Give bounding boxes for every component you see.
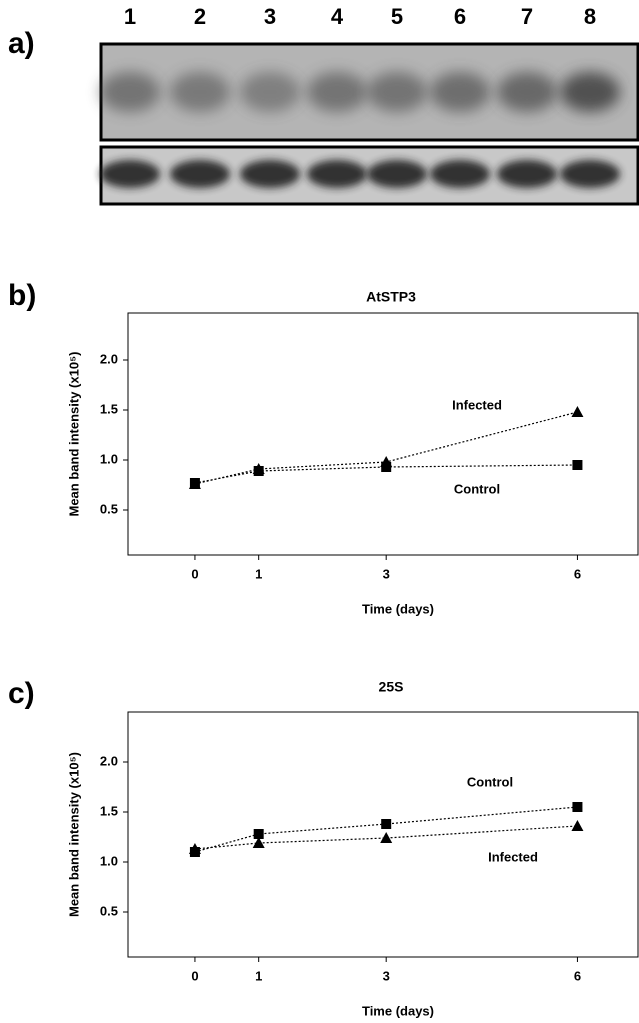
lane-label: 3 [264, 4, 276, 29]
y-tick-label: 2.0 [100, 753, 118, 768]
lane-label: 6 [454, 4, 466, 29]
lane-label: 7 [521, 4, 533, 29]
series-label: Control [454, 481, 500, 496]
band [497, 160, 557, 188]
series-label: Infected [452, 397, 502, 412]
y-tick-label: 1.5 [100, 401, 118, 416]
panel-label: c) [8, 677, 35, 710]
band [100, 72, 160, 112]
x-tick-label: 0 [191, 968, 198, 983]
band [240, 160, 300, 188]
band [367, 72, 427, 112]
chart-title: AtSTP3 [366, 289, 416, 305]
marker [380, 832, 392, 843]
lane-label: 8 [584, 4, 596, 29]
y-axis-label: Mean band intensity (x10⁵) [66, 752, 81, 917]
page: a) b) c) 1 2 3 4 5 6 7 8 AtSTP3 Time (days) Mean b… [0, 0, 639, 1023]
band [430, 72, 490, 112]
plot-frame [128, 313, 638, 555]
series-label: Infected [488, 849, 538, 864]
series-label: Control [467, 774, 513, 789]
x-tick-label: 1 [255, 968, 262, 983]
marker [572, 802, 582, 812]
band [560, 160, 620, 188]
marker [571, 406, 583, 417]
band [430, 160, 490, 188]
y-tick-label: 0.5 [100, 903, 118, 918]
marker [572, 460, 582, 470]
x-tick-label: 6 [574, 566, 581, 581]
x-tick-label: 1 [255, 566, 262, 581]
band [560, 72, 620, 112]
band [307, 160, 367, 188]
lane-label: 4 [331, 4, 344, 29]
x-tick-label: 3 [383, 566, 390, 581]
marker [254, 466, 264, 476]
y-tick-label: 0.5 [100, 501, 118, 516]
band [367, 160, 427, 188]
lane-label: 1 [124, 4, 136, 29]
panel-label: a) [8, 27, 35, 60]
y-tick-label: 1.0 [100, 451, 118, 466]
band [497, 72, 557, 112]
y-tick-label: 1.0 [100, 853, 118, 868]
panel-label: b) [8, 279, 36, 312]
marker [190, 478, 200, 488]
x-axis-label: Time (days) [362, 601, 434, 616]
series-line [195, 412, 578, 484]
lane-label: 5 [391, 4, 403, 29]
figure: a) b) c) 1 2 3 4 5 6 7 8 AtSTP3 Time (days) Mean b… [0, 0, 639, 1023]
marker [571, 820, 583, 831]
plot-frame [128, 712, 638, 957]
band [170, 160, 230, 188]
marker [381, 462, 391, 472]
x-tick-label: 0 [191, 566, 198, 581]
y-tick-label: 1.5 [100, 803, 118, 818]
lane-label: 2 [194, 4, 206, 29]
y-tick-label: 2.0 [100, 351, 118, 366]
marker [381, 819, 391, 829]
y-axis-label: Mean band intensity (x10⁵) [66, 351, 81, 516]
band [240, 72, 300, 112]
x-tick-label: 3 [383, 968, 390, 983]
band [307, 72, 367, 112]
x-axis-label: Time (days) [362, 1003, 434, 1018]
chart-title: 25S [379, 679, 404, 695]
band [170, 72, 230, 112]
x-tick-label: 6 [574, 968, 581, 983]
band [100, 160, 160, 188]
